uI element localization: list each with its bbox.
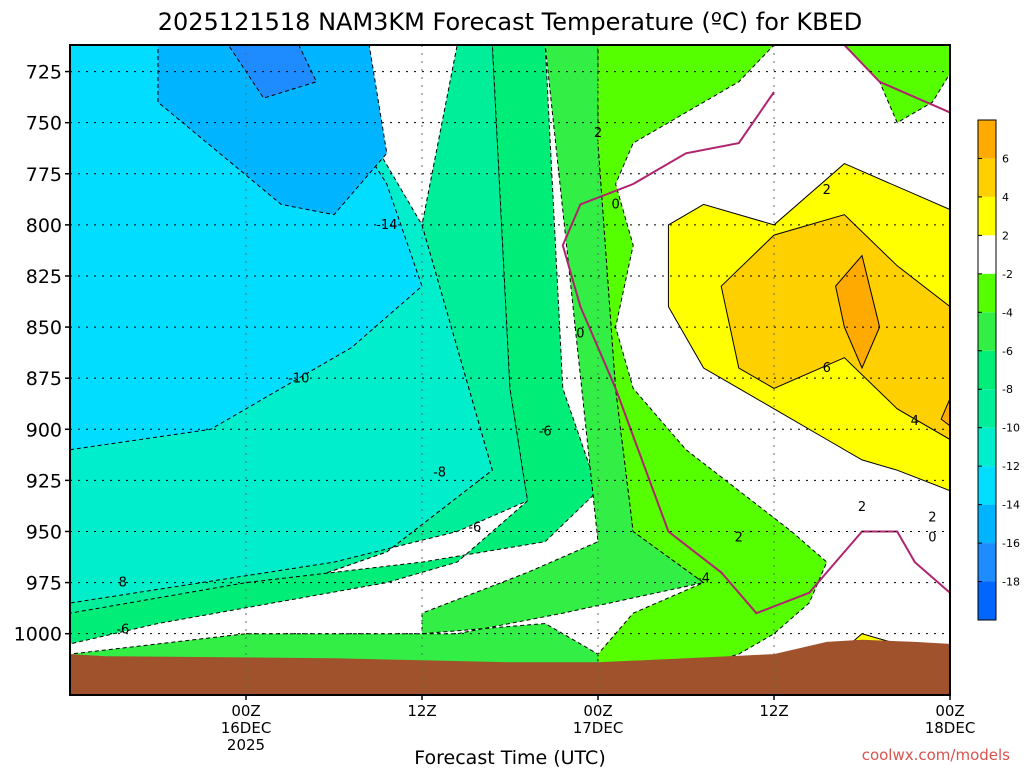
contour-label-6: -8	[433, 465, 446, 480]
contour-label-4: -10	[288, 371, 309, 386]
colorbar-label-11: -18	[1002, 576, 1020, 589]
colorbar-swatch-8	[978, 427, 996, 467]
temperature-region-12	[835, 254, 881, 370]
y-tick-label-0: 725	[26, 62, 62, 84]
colorbar: 6 4 2 -2 -4 -6 -8 -10 -12 -14 -16 -18	[977, 119, 1020, 621]
x-tick-date-0: 16DEC	[221, 719, 272, 737]
y-tick-label-11: 1000	[14, 624, 62, 646]
colorbar-label-5: -6	[1002, 345, 1013, 358]
contour-label-5: -6	[539, 424, 552, 439]
x-tick-year-0: 2025	[227, 736, 265, 754]
colorbar-label-1: 4	[1002, 191, 1009, 204]
temperature-region-5	[70, 45, 599, 645]
colorbar-swatch-1	[978, 158, 996, 197]
temperature-region-13	[940, 397, 950, 427]
colorbar-label-10: -16	[1002, 537, 1020, 550]
temperature-region-4	[70, 45, 529, 635]
colorbar-swatch-6	[978, 350, 996, 390]
y-tick-label-9: 950	[26, 521, 62, 543]
y-tick-label-2: 775	[26, 164, 62, 186]
x-tick-label-2: 00Z	[583, 702, 612, 720]
plot-area: 20-140-10-6-8-6-428-62642240	[69, 44, 951, 696]
temperature-region-11	[720, 214, 950, 441]
contour-label-18: 0	[928, 531, 936, 546]
x-tick-label-3: 12Z	[759, 702, 788, 720]
colorbar-swatch-4	[978, 273, 996, 313]
colorbar-swatch-12	[978, 581, 996, 620]
surface-terrain	[70, 639, 950, 695]
x-tick-label-1: 12Z	[407, 702, 436, 720]
y-tick-label-6: 875	[26, 368, 62, 390]
colorbar-label-0: 6	[1002, 152, 1009, 165]
colorbar-label-4: -4	[1002, 306, 1013, 319]
x-axis-label: Forecast Time (UTC)	[414, 747, 605, 768]
y-axis: 725 750 775 800 825 850 875 900 925 950 975 1000	[14, 62, 70, 646]
y-tick-label-8: 925	[26, 470, 62, 492]
y-tick-label-1: 750	[26, 113, 62, 135]
contour-label-16: 2	[928, 510, 936, 525]
contour-label-0: 2	[594, 126, 602, 141]
contour-label-1: 0	[611, 198, 619, 213]
plot-frame	[69, 44, 951, 696]
colorbar-swatch-7	[978, 389, 996, 428]
colorbar-swatch-3	[978, 235, 996, 274]
x-tick-label-0: 00Z	[231, 702, 260, 720]
colorbar-label-9: -14	[1002, 499, 1020, 512]
credit-label[interactable]: coolwx.com/models	[862, 746, 1010, 764]
colorbar-swatch-10	[978, 504, 996, 544]
contour-label-2: -14	[376, 218, 397, 233]
y-tick-label-3: 800	[26, 215, 62, 237]
chart-title: 2025121518 NAM3KM Forecast Temperature (…	[158, 8, 862, 36]
temperature-region-2	[157, 45, 388, 216]
colorbar-swatch-11	[978, 543, 996, 582]
colorbar-label-6: -8	[1002, 383, 1013, 396]
temperature-region-7	[597, 45, 828, 695]
contour-label-9: 2	[735, 531, 743, 546]
colorbar-frame	[977, 119, 997, 621]
contour-label-7: -6	[468, 520, 481, 535]
y-tick-label-5: 850	[26, 317, 62, 339]
contour-label-10: 8	[119, 576, 127, 591]
colorbar-label-7: -10	[1002, 422, 1020, 435]
colorbar-label-2: 2	[1002, 229, 1009, 242]
x-tick-date-2: 17DEC	[573, 719, 624, 737]
temperature-region-8	[843, 45, 950, 124]
contour-label-13: 6	[823, 361, 831, 376]
y-tick-label-10: 975	[26, 573, 62, 595]
colorbar-swatch-0	[978, 120, 996, 159]
contour-label-3: 0	[576, 326, 584, 341]
y-tick-label-7: 900	[26, 419, 62, 441]
contour-label-12: 2	[823, 183, 831, 198]
colorbar-swatch-9	[978, 466, 996, 505]
contour-label-8: -4	[697, 572, 710, 587]
colorbar-swatch-5	[978, 312, 996, 351]
x-tick-date-4: 18DEC	[925, 719, 976, 737]
contour-label-11: -6	[116, 623, 129, 638]
temperature-region-3	[227, 45, 318, 99]
colorbar-label-8: -12	[1002, 460, 1020, 473]
colorbar-swatch-2	[978, 196, 996, 236]
y-tick-label-4: 825	[26, 266, 62, 288]
contour-label-14: 4	[911, 414, 919, 429]
colorbar-label-3: -2	[1002, 268, 1013, 281]
x-tick-label-4: 00Z	[935, 702, 964, 720]
contour-label-15: 2	[858, 500, 866, 515]
